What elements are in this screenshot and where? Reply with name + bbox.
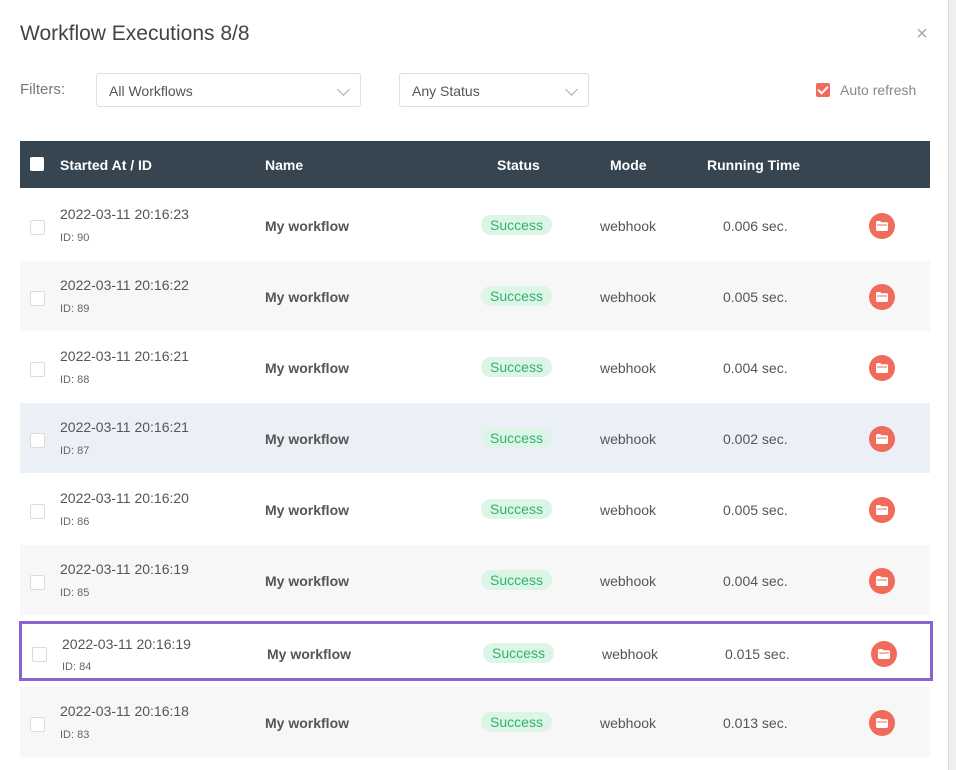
header-mode[interactable]: Mode [610,157,647,173]
status-badge: Success [483,643,554,663]
row-checkbox[interactable] [30,220,45,235]
status-filter-value: Any Status [412,83,480,99]
execution-id: ID: 89 [60,303,90,315]
header-started[interactable]: Started At / ID [60,157,153,173]
open-execution-button[interactable] [869,355,895,381]
row-checkbox[interactable] [32,647,47,662]
running-time: 0.006 sec. [723,218,788,234]
running-time: 0.005 sec. [723,289,788,305]
execution-id: ID: 88 [60,374,90,386]
open-execution-button[interactable] [869,568,895,594]
execution-id: ID: 86 [60,516,90,528]
started-at: 2022-03-11 20:16:23 [60,206,189,222]
header-name[interactable]: Name [265,157,304,173]
status-badge: Success [481,286,552,306]
execution-mode: webhook [600,715,657,731]
execution-mode: webhook [600,218,657,234]
execution-id: ID: 87 [60,445,90,457]
table-row[interactable]: 2022-03-11 20:16:23 ID: 90 My workflow Succ… [20,190,930,260]
auto-refresh-checkbox[interactable] [816,83,830,97]
table-row[interactable]: 2022-03-11 20:16:18 ID: 83 My workflow Succ… [20,687,930,757]
running-time: 0.005 sec. [723,502,788,518]
close-icon[interactable]: × [916,23,928,45]
execution-id: ID: 84 [62,661,92,673]
select-all-checkbox[interactable] [30,157,44,171]
workflow-name: My workflow [265,360,350,376]
execution-id: ID: 85 [60,587,90,599]
running-time: 0.004 sec. [723,360,788,376]
auto-refresh-label: Auto refresh [840,82,917,98]
header-status[interactable]: Status [497,157,540,173]
table-row[interactable]: 2022-03-11 20:16:22 ID: 89 My workflow Succ… [20,261,930,331]
execution-mode: webhook [600,360,657,376]
workflow-filter-value: All Workflows [109,83,193,99]
row-checkbox[interactable] [30,362,45,377]
running-time: 0.015 sec. [725,646,790,662]
auto-refresh-toggle[interactable]: Auto refresh [816,82,916,98]
row-checkbox[interactable] [30,717,45,732]
execution-id: ID: 83 [60,729,90,741]
workflow-name: My workflow [267,646,352,662]
workflow-name: My workflow [265,715,350,731]
table-row[interactable]: 2022-03-11 20:16:19 ID: 85 My workflow Succ… [20,545,930,615]
status-filter-select[interactable]: Any Status [399,73,589,107]
execution-mode: webhook [600,502,657,518]
workflow-name: My workflow [265,289,350,305]
started-at: 2022-03-11 20:16:22 [60,277,189,293]
started-at: 2022-03-11 20:16:19 [60,561,189,577]
status-badge: Success [481,428,552,448]
workflow-name: My workflow [265,502,350,518]
row-checkbox[interactable] [30,504,45,519]
status-badge: Success [481,357,552,377]
execution-mode: webhook [602,646,659,662]
open-execution-button[interactable] [869,284,895,310]
row-checkbox[interactable] [30,291,45,306]
open-execution-button[interactable] [871,641,897,667]
started-at: 2022-03-11 20:16:19 [62,636,191,652]
table-row[interactable]: 2022-03-11 20:16:21 ID: 88 My workflow Succ… [20,332,930,402]
status-badge: Success [481,712,552,732]
workflow-name: My workflow [265,218,350,234]
filters-label: Filters: [20,81,65,98]
chevron-down-icon [337,83,350,96]
status-badge: Success [481,215,552,235]
execution-mode: webhook [600,573,657,589]
started-at: 2022-03-11 20:16:21 [60,348,189,364]
workflow-name: My workflow [265,573,350,589]
running-time: 0.013 sec. [723,715,788,731]
open-execution-button[interactable] [869,710,895,736]
execution-mode: webhook [600,431,657,447]
workflow-filter-select[interactable]: All Workflows [96,73,361,107]
table-row[interactable]: 2022-03-11 20:16:20 ID: 86 My workflow Succ… [20,474,930,544]
workflow-name: My workflow [265,431,350,447]
table-header: Started At / ID Name Status Mode Running… [20,141,930,188]
status-badge: Success [481,570,552,590]
header-running-time[interactable]: Running Time [707,157,801,173]
row-checkbox[interactable] [30,575,45,590]
execution-mode: webhook [600,289,657,305]
started-at: 2022-03-11 20:16:18 [60,703,189,719]
open-execution-button[interactable] [869,213,895,239]
modal-title: Workflow Executions 8/8 [20,22,250,45]
started-at: 2022-03-11 20:16:20 [60,490,189,506]
status-badge: Success [481,499,552,519]
table-row[interactable]: 2022-03-11 20:16:19 ID: 84 My workflow Succ… [19,621,933,681]
running-time: 0.002 sec. [723,431,788,447]
started-at: 2022-03-11 20:16:21 [60,419,189,435]
execution-id: ID: 90 [60,232,90,244]
open-execution-button[interactable] [869,426,895,452]
chevron-down-icon [565,83,578,96]
table-row[interactable]: 2022-03-11 20:16:21 ID: 87 My workflow Succ… [20,403,930,473]
row-checkbox[interactable] [30,433,45,448]
running-time: 0.004 sec. [723,573,788,589]
open-execution-button[interactable] [869,497,895,523]
